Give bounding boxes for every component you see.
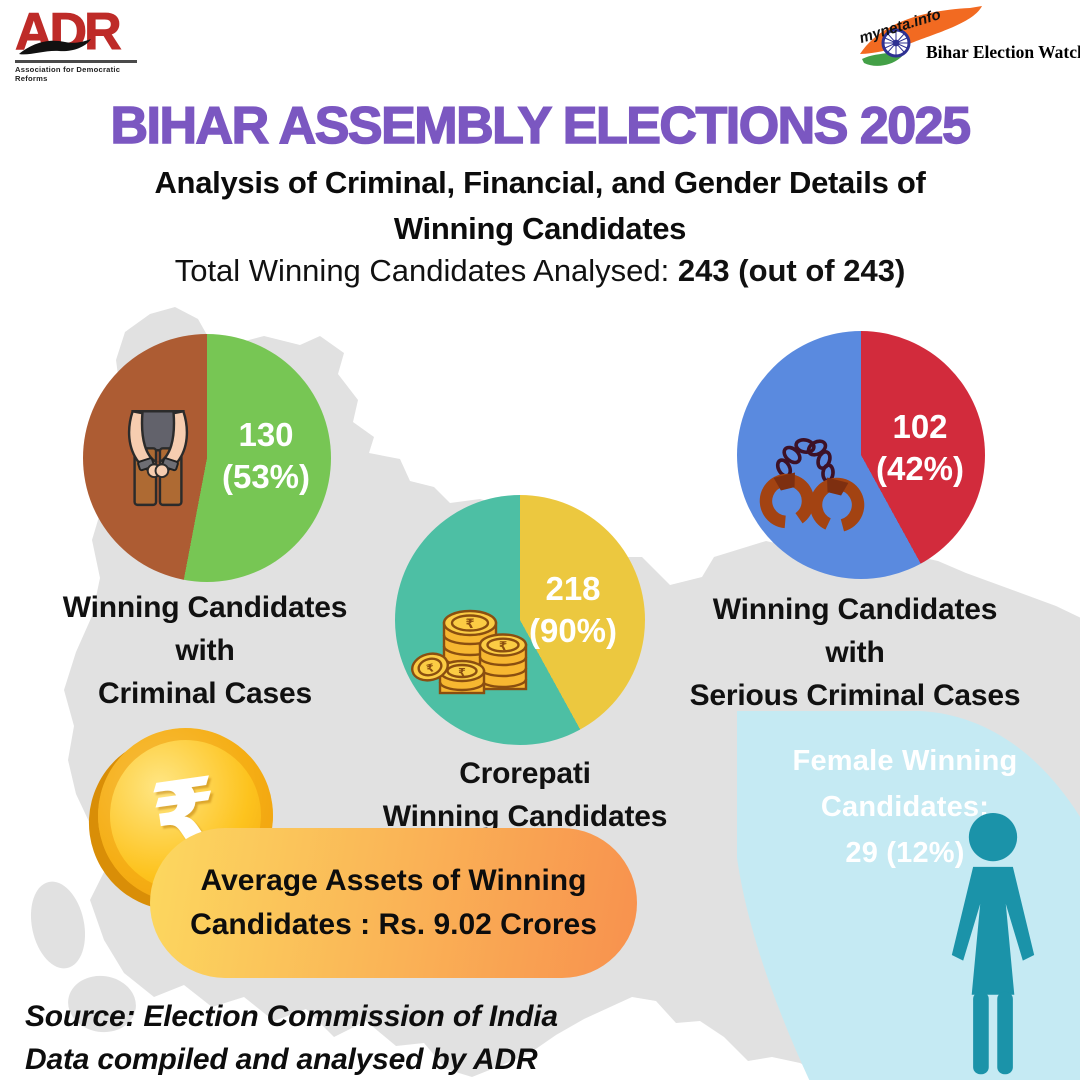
pie-serious-pct: (42%) (875, 450, 965, 487)
pie-crorepati: ₹ ₹ ₹ ₹ 218 (90%) (395, 495, 645, 745)
pie-crorepati-pct: (90%) (528, 612, 618, 649)
female-icon (951, 812, 1035, 1075)
svg-text:₹: ₹ (465, 617, 474, 632)
total-analysed-prefix: Total Winning Candidates Analysed: (174, 253, 678, 288)
pie-criminal-value-label: 130 (53%) (196, 414, 336, 498)
pie-crorepati-value: 218 (545, 570, 601, 607)
pie-serious-caption: Winning Candidates with Serious Criminal… (689, 593, 1021, 712)
source-line-2: Data compiled and analysed by ADR (25, 1043, 538, 1076)
pie-serious-value: 102 (892, 408, 948, 445)
source-line-1: Source: Election Commission of India (25, 1000, 558, 1033)
adr-caption: Association for Democratic Reforms (15, 65, 121, 83)
pie-criminal-cases: 130 (53%) (83, 334, 331, 582)
total-analysed-line: Total Winning Candidates Analysed: 243 (… (0, 253, 1080, 289)
adr-rule (15, 60, 137, 63)
source-note: Source: Election Commission of India Dat… (25, 995, 558, 1080)
pie-criminal-value: 130 (238, 416, 294, 453)
total-analysed-value: 243 (out of 243) (677, 253, 906, 288)
pie-criminal-pct: (53%) (221, 458, 311, 495)
handcuffed-person-icon (127, 410, 189, 507)
subtitle: Analysis of Criminal, Financial, and Gen… (0, 160, 1080, 252)
pie-serious-value-label: 102 (42%) (850, 406, 990, 490)
assets-line-2: Candidates : Rs. 9.02 Crores (190, 908, 597, 941)
pie-crorepati-caption: Crorepati Winning Candidates (382, 757, 668, 833)
pie-criminal-caption: Winning Candidates with Criminal Cases (62, 591, 348, 710)
partner-name-label: Bihar Election Watch (926, 42, 1080, 62)
page-title: BIHAR ASSEMBLY ELECTIONS 2025 (110, 96, 972, 156)
adr-logo: ADR Association for Democratic Reforms (15, 6, 185, 83)
assets-line-1: Average Assets of Winning (200, 864, 587, 897)
svg-text:₹: ₹ (458, 666, 466, 679)
subtitle-line-1: Analysis of Criminal, Financial, and Gen… (154, 165, 926, 200)
pie-crorepati-value-label: 218 (90%) (503, 568, 643, 652)
assets-pill: Average Assets of Winning Candidates : R… (150, 828, 637, 978)
pie-serious-criminal: 102 (42%) (737, 331, 985, 579)
subtitle-line-2: Winning Candidates (393, 211, 687, 246)
adr-swoosh-icon (19, 39, 91, 55)
partner-logo: myneta.info Bihar Election Watch (852, 2, 1080, 80)
eye-flag-icon (860, 6, 982, 66)
